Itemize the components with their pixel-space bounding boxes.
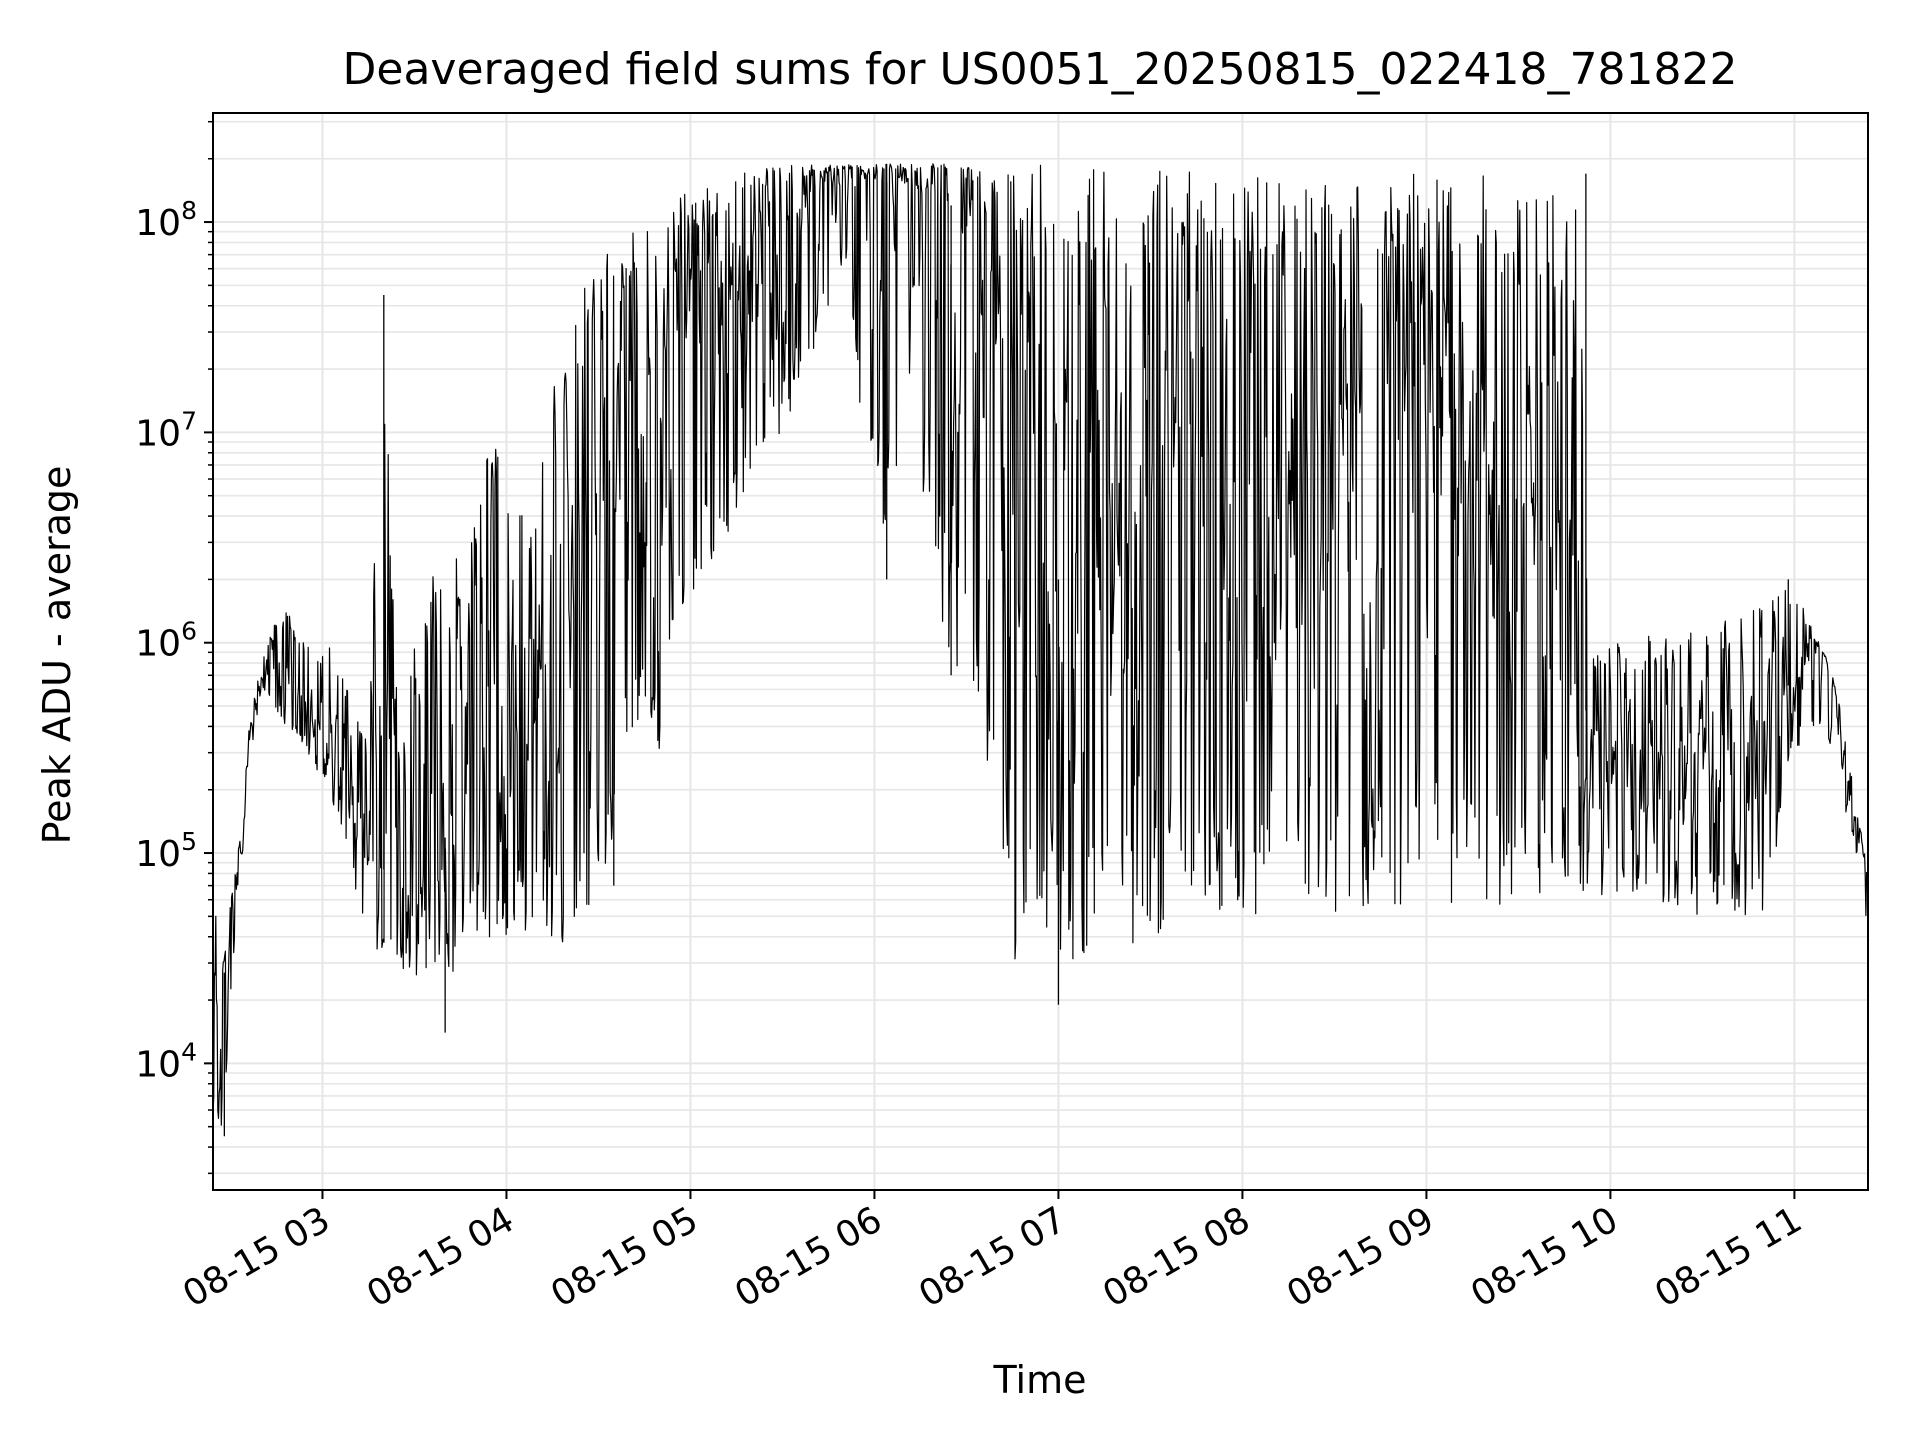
y-tick-label-exponent: 8 [181,196,197,225]
y-tick-label: 108 [135,196,197,244]
y-tick-label-base: 10 [135,413,181,454]
plot-frame [212,112,1869,1191]
y-tick-label-base: 10 [135,1044,181,1085]
y-tick-label-exponent: 4 [181,1037,197,1066]
y-tick-label: 104 [135,1037,197,1085]
y-tick-label-exponent: 7 [181,406,197,435]
chart-title: Deaveraged field sums for US0051_2025081… [343,44,1738,95]
series-line [212,163,1869,1126]
y-tick-label: 105 [135,827,197,875]
y-axis-label: Peak ADU - average [35,466,79,845]
y-tick-label: 107 [135,406,197,454]
y-tick-label-exponent: 5 [181,827,197,856]
y-tick-label-base: 10 [135,203,181,244]
y-tick-label: 106 [135,617,197,665]
y-tick-label-base: 10 [135,624,181,665]
y-tick-label-exponent: 6 [181,617,197,646]
x-axis-label: Time [993,1358,1087,1402]
data-layer [212,163,1869,1137]
y-tick-label-base: 10 [135,834,181,875]
